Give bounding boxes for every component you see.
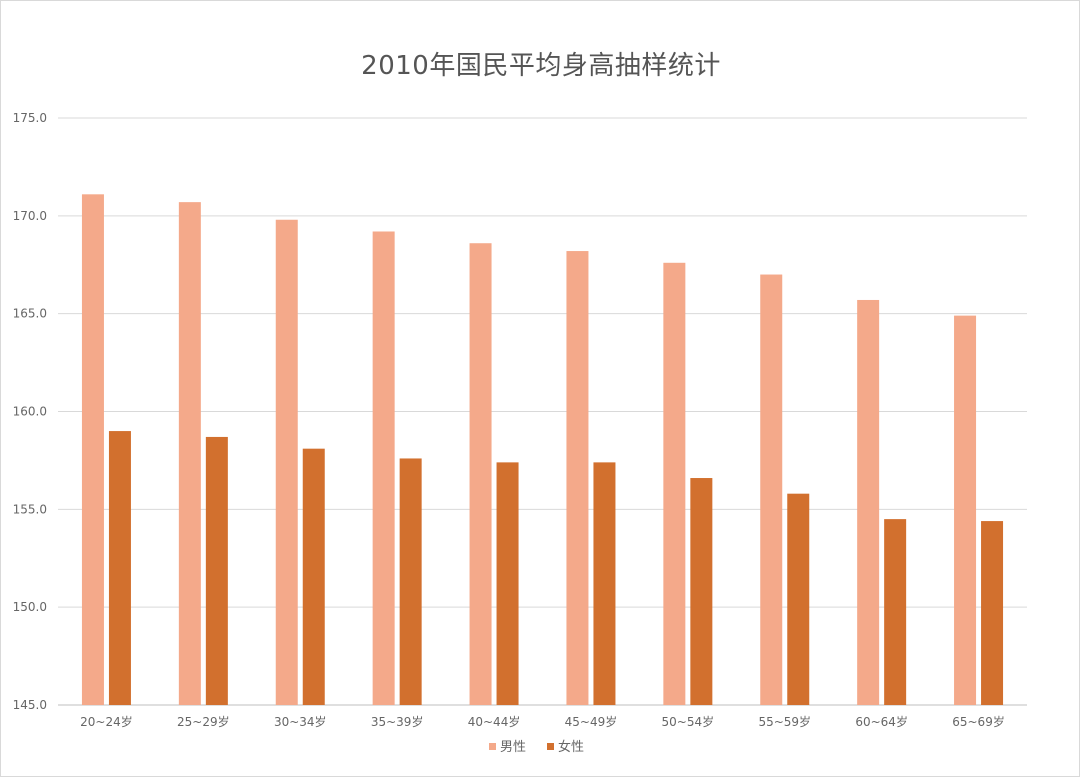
bar-male <box>372 231 395 705</box>
y-tick-label: 145.0 <box>13 698 47 712</box>
bar-female <box>399 458 422 705</box>
legend-swatch-female <box>547 743 554 750</box>
chart-title: 2010年国民平均身高抽样统计 <box>361 51 721 81</box>
x-tick-label: 55~59岁 <box>758 714 811 729</box>
x-tick-label: 60~64岁 <box>855 714 908 729</box>
y-tick-label: 160.0 <box>13 405 47 419</box>
x-tick-label: 30~34岁 <box>274 714 327 729</box>
bar-female <box>108 431 131 705</box>
bar-female <box>593 462 616 705</box>
bar-female <box>981 521 1004 705</box>
x-tick-label: 35~39岁 <box>371 714 424 729</box>
bar-female <box>496 462 519 705</box>
legend-swatch-male <box>489 743 496 750</box>
bar-female <box>690 478 713 705</box>
bar-male <box>566 251 589 705</box>
y-tick-label: 175.0 <box>13 111 47 125</box>
x-tick-label: 45~49岁 <box>565 714 618 729</box>
bar-male <box>760 274 783 705</box>
y-tick-label: 170.0 <box>13 209 47 223</box>
bar-female <box>787 493 810 705</box>
y-tick-label: 155.0 <box>13 502 47 516</box>
x-tick-label: 40~44岁 <box>468 714 521 729</box>
bar-male <box>954 315 977 705</box>
bar-male <box>857 299 880 705</box>
x-tick-label: 65~69岁 <box>952 714 1005 729</box>
y-tick-label: 150.0 <box>13 600 47 614</box>
x-tick-label: 50~54岁 <box>662 714 715 729</box>
x-tick-label: 25~29岁 <box>177 714 230 729</box>
bar-male <box>663 262 686 705</box>
x-tick-label: 20~24岁 <box>80 714 133 729</box>
bar-male <box>275 219 298 705</box>
y-tick-label: 165.0 <box>13 307 47 321</box>
bar-male <box>81 194 104 705</box>
bar-female <box>205 436 228 705</box>
legend-label-male: 男性 <box>500 740 526 755</box>
bar-female <box>884 519 907 705</box>
bar-male <box>178 202 201 706</box>
legend-label-female: 女性 <box>558 739 584 755</box>
bar-male <box>469 243 492 705</box>
bar-female <box>302 448 325 705</box>
